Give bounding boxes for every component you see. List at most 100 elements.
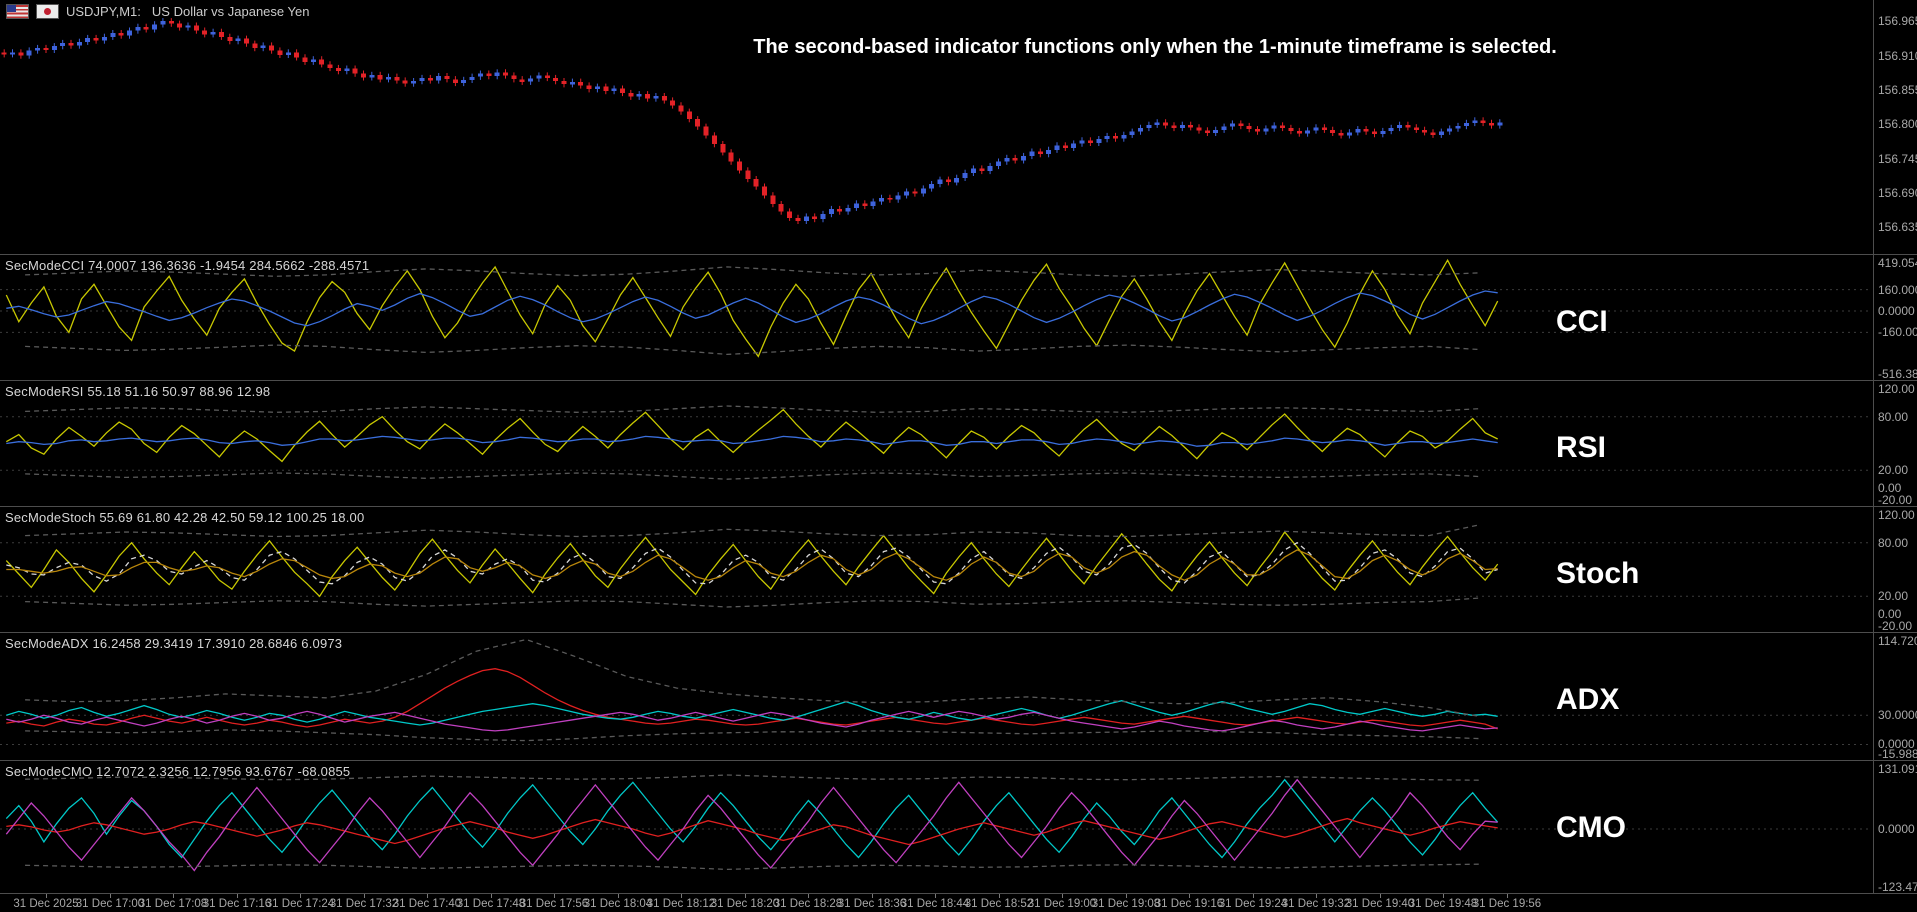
symbol-title: USDJPY,M1: (66, 4, 141, 19)
cci-values-label: SecModeCCI 74.0007 136.3636 -1.9454 284.… (5, 258, 370, 273)
scale-tick-label: 156.910 (1878, 48, 1917, 63)
us-flag-icon (6, 4, 29, 19)
time-label: 31 Dec 19:40 (1345, 898, 1415, 910)
scale-tick-label: -160.0000 (1878, 325, 1917, 340)
scale-tick-label: 156.965 (1878, 14, 1917, 29)
scale-tick-label: 0.0000 (1878, 821, 1915, 836)
rsi-values-label: SecModeRSI 55.18 51.16 50.97 88.96 12.98 (5, 384, 271, 399)
time-label: 31 Dec 17:40 (392, 898, 462, 910)
panel-divider[interactable] (0, 254, 1917, 255)
scale-tick-label: 131.0915 (1878, 762, 1917, 776)
time-axis-tick (491, 894, 492, 898)
rsi-indicator-panel[interactable]: SecModeRSI 55.18 51.16 50.97 88.96 12.98… (0, 381, 1872, 506)
time-label: 31 Dec 17:16 (202, 898, 272, 910)
scale-tick-label: 156.635 (1878, 220, 1917, 235)
adx-indicator-panel[interactable]: SecModeADX 16.2458 29.3419 17.3910 28.68… (0, 633, 1872, 760)
main-chart-panel[interactable]: USDJPY,M1: US Dollar vs Japanese Yen The… (0, 0, 1872, 254)
time-label: 31 Dec 17:32 (329, 898, 399, 910)
time-label: 31 Dec 18:36 (837, 898, 907, 910)
panel-divider[interactable] (0, 632, 1917, 633)
time-axis-tick (364, 894, 365, 898)
time-axis-tick (935, 894, 936, 898)
time-axis-tick (1507, 894, 1508, 898)
adx-label: ADX (1556, 683, 1620, 716)
scale-tick-label: 0.0000 (1878, 303, 1915, 318)
scale-tick-label: 20.00 (1878, 589, 1909, 604)
scale-tick-label: 114.7208 (1878, 634, 1917, 648)
time-axis-tick (46, 894, 47, 898)
stoch-indicator-panel[interactable]: SecModeStoch 55.69 61.80 42.28 42.50 59.… (0, 507, 1872, 632)
cmo-label: CMO (1556, 811, 1626, 844)
time-axis-tick (1126, 894, 1127, 898)
time-scale[interactable]: 31 Dec 2025 31 Dec 17:00 31 Dec 17:08 31 De… (0, 894, 1917, 912)
panel-divider[interactable] (0, 893, 1917, 894)
scale-tick-label: 120.00 (1878, 508, 1915, 522)
time-axis-tick (1443, 894, 1444, 898)
panel-divider[interactable] (0, 506, 1917, 507)
scale-tick-label: 120.00 (1878, 382, 1915, 396)
panel-divider[interactable] (0, 760, 1917, 761)
time-label: 31 Dec 18:52 (964, 898, 1034, 910)
time-axis-tick (300, 894, 301, 898)
time-label: 31 Dec 17:00 (75, 898, 145, 910)
adx-values-label: SecModeADX 16.2458 29.3419 17.3910 28.68… (5, 636, 343, 651)
time-label: 31 Dec 17:56 (519, 898, 589, 910)
cci-indicator-panel[interactable]: SecModeCCI 74.0007 136.3636 -1.9454 284.… (0, 255, 1872, 380)
chart-title: USDJPY,M1: US Dollar vs Japanese Yen (6, 4, 309, 19)
scale-tick-label: -123.4781 (1878, 880, 1917, 894)
time-label: 31 Dec 19:00 (1027, 898, 1097, 910)
price-scale[interactable]: 156.965 156.910 156.855 156.800 156.745 156.6… (1873, 0, 1917, 894)
time-axis-tick (999, 894, 1000, 898)
rsi-label: RSI (1556, 431, 1607, 464)
time-axis-tick (681, 894, 682, 898)
time-axis-tick (554, 894, 555, 898)
time-axis-tick (1062, 894, 1063, 898)
time-label: 31 Dec 18:20 (710, 898, 780, 910)
time-axis-tick (1189, 894, 1190, 898)
time-label: 31 Dec 18:28 (773, 898, 843, 910)
scale-tick-label: 80.00 (1878, 409, 1909, 424)
time-label: 31 Dec 19:24 (1218, 898, 1288, 910)
time-label: 31 Dec 18:12 (646, 898, 716, 910)
time-axis-tick (1316, 894, 1317, 898)
scale-tick-label: -516.3801 (1878, 367, 1917, 381)
time-axis-tick (745, 894, 746, 898)
panel-divider[interactable] (0, 380, 1917, 381)
cci-label: CCI (1556, 305, 1608, 338)
scale-tick-label: 80.00 (1878, 535, 1909, 550)
scale-tick-label: 160.0000 (1878, 282, 1917, 297)
scale-tick-label: 156.745 (1878, 151, 1917, 166)
time-axis-tick (618, 894, 619, 898)
time-label: 31 Dec 17:48 (456, 898, 526, 910)
scale-tick-label: 20.00 (1878, 463, 1909, 478)
time-label: 31 Dec 17:08 (138, 898, 208, 910)
time-label: 31 Dec 19:48 (1408, 898, 1478, 910)
scale-tick-label: 419.0545 (1878, 256, 1917, 270)
scale-tick-label: 30.0000 (1878, 708, 1917, 723)
time-axis-tick (1253, 894, 1254, 898)
scale-tick-label: 0.00 (1878, 481, 1902, 496)
time-axis-tick (808, 894, 809, 898)
time-label: 31 Dec 19:56 (1472, 898, 1542, 910)
stoch-values-label: SecModeStoch 55.69 61.80 42.28 42.50 59.… (5, 510, 365, 525)
scale-tick-label: 156.855 (1878, 82, 1917, 97)
stoch-label: Stoch (1556, 557, 1640, 590)
scale-tick-label: -15.9886 (1878, 747, 1917, 761)
scale-tick-label: 156.690 (1878, 185, 1917, 200)
time-axis-tick (110, 894, 111, 898)
scale-tick-label: -20.00 (1878, 493, 1913, 507)
time-axis-tick (173, 894, 174, 898)
scale-tick-label: 0.0000 (1878, 737, 1915, 752)
time-label: 31 Dec 18:04 (583, 898, 653, 910)
time-label: 31 Dec 18:44 (900, 898, 970, 910)
cmo-values-label: SecModeCMO 12.7072 2.3256 12.7956 93.676… (5, 764, 351, 779)
time-label: 31 Dec 19:08 (1091, 898, 1161, 910)
time-label: 31 Dec 19:16 (1154, 898, 1224, 910)
cmo-indicator-panel[interactable]: SecModeCMO 12.7072 2.3256 12.7956 93.676… (0, 761, 1872, 893)
chart-annotation-text: The second-based indicator functions onl… (753, 36, 1557, 58)
japan-flag-icon (36, 4, 59, 19)
time-axis-tick (1380, 894, 1381, 898)
time-label: 31 Dec 17:24 (265, 898, 335, 910)
scale-tick-label: 156.800 (1878, 117, 1917, 132)
symbol-description: US Dollar vs Japanese Yen (151, 4, 310, 19)
